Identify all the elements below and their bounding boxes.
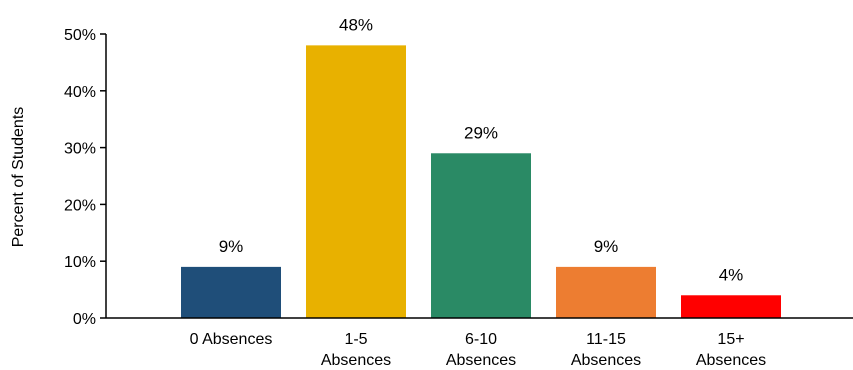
category-label: Absences <box>571 352 641 369</box>
y-axis-title: Percent of Students <box>10 107 27 248</box>
y-tick-label: 30% <box>64 141 96 158</box>
category-label: Absences <box>446 352 516 369</box>
bar-value-label: 29% <box>464 123 498 142</box>
y-axis-ticks: 0% 10% 20% 30% 40% 50% <box>64 27 106 328</box>
bar-value-label: 9% <box>219 237 244 256</box>
bar-value-label: 4% <box>719 265 744 284</box>
y-tick-label: 20% <box>64 197 96 214</box>
category-label: Absences <box>321 352 391 369</box>
y-tick-label: 10% <box>64 254 96 271</box>
y-tick-label: 0% <box>73 311 96 328</box>
bar-value-label: 48% <box>339 15 373 34</box>
category-label: 6-10 <box>465 331 497 348</box>
category-labels: 0 Absences 1-5 Absences 6-10 Absences 11-15 Ab… <box>190 331 767 369</box>
bar <box>306 45 406 319</box>
bar-value-label: 9% <box>594 237 619 256</box>
category-label: 11-15 <box>586 331 626 348</box>
data-labels: 9% 48% 29% 9% 4% <box>219 15 744 284</box>
bar <box>556 266 656 318</box>
y-tick-label: 50% <box>64 27 96 44</box>
bar <box>681 295 781 318</box>
category-label: 1-5 <box>344 331 367 348</box>
category-label: Absences <box>696 352 766 369</box>
y-tick-label: 40% <box>64 84 96 101</box>
bar <box>431 153 531 318</box>
bar <box>181 266 281 318</box>
category-label: 15+ <box>717 331 744 348</box>
category-label: 0 Absences <box>190 331 273 348</box>
bars <box>181 45 781 319</box>
